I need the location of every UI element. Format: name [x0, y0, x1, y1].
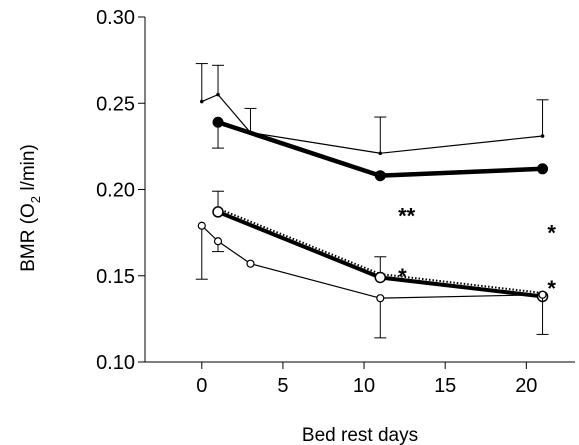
- x-tick-label: 5: [277, 375, 288, 397]
- data-point: [246, 259, 255, 268]
- data-point: [376, 294, 385, 303]
- y-tick-label: 0.25: [96, 93, 135, 115]
- series-1: [212, 116, 549, 182]
- significance-annotation: *: [398, 264, 407, 289]
- data-point: [374, 170, 386, 182]
- significance-annotation: **: [398, 203, 416, 228]
- y-tick-label: 0.10: [96, 352, 135, 374]
- x-tick-label: 0: [196, 375, 207, 397]
- data-point: [213, 237, 223, 246]
- data-point: [540, 134, 545, 138]
- data-point: [212, 206, 224, 218]
- data-point: [537, 163, 549, 175]
- y-axis-label-pre: BMR (O: [18, 203, 39, 272]
- series-line: [201, 94, 543, 154]
- x-tick-label: 10: [353, 375, 375, 397]
- data-point: [378, 151, 383, 156]
- y-axis-label-sub: 2: [28, 196, 43, 203]
- significance-annotation: *: [547, 276, 556, 301]
- y-tick-label: 0.15: [96, 266, 135, 288]
- y-tick-label: 0.20: [96, 180, 135, 202]
- series-line: [217, 210, 543, 299]
- x-axis-label: Bed rest days: [302, 425, 418, 445]
- series-4: [195, 221, 549, 339]
- data-point: [374, 271, 387, 284]
- series-3: [212, 206, 549, 303]
- x-tick-label: 15: [434, 375, 456, 397]
- data-point: [538, 290, 547, 299]
- axes: 0.10 0.15 0.20 0.25 0.30 0 5 10 15 20: [96, 7, 575, 397]
- y-axis-label-post: l/min): [18, 144, 39, 196]
- data-point: [212, 116, 224, 128]
- data-point: [216, 92, 220, 97]
- y-axis-label: BMR (O2 l/min): [18, 144, 43, 272]
- data-point: [199, 99, 204, 104]
- significance-annotation: *: [547, 221, 556, 246]
- x-tick-label: 20: [515, 375, 537, 397]
- annotations: *****: [398, 203, 556, 300]
- series-layer: [195, 63, 549, 339]
- series-0: [195, 63, 549, 156]
- y-tick-label: 0.30: [96, 7, 135, 29]
- data-point: [197, 221, 206, 230]
